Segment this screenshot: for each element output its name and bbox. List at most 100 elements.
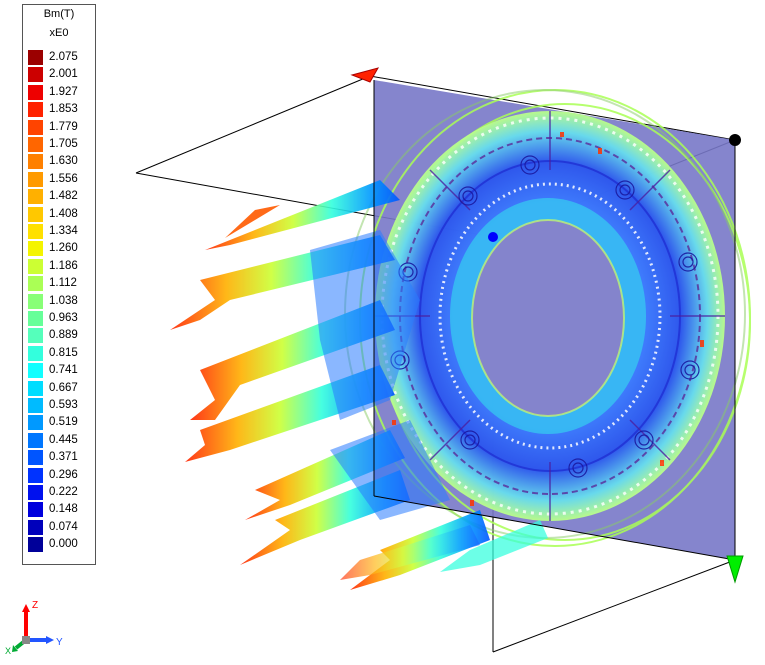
legend-value: 0.371 (49, 451, 78, 464)
legend-swatch (28, 345, 43, 361)
legend-entry: 0.741 (23, 362, 95, 379)
legend-swatch (28, 537, 43, 553)
legend-entry: 1.779 (23, 119, 95, 136)
legend-value: 0.148 (49, 503, 78, 516)
legend-swatch (28, 398, 43, 413)
legend-swatch (28, 84, 43, 100)
legend-entry: 0.445 (23, 432, 95, 449)
legend-value: 1.556 (49, 172, 78, 185)
legend-entry: 0.074 (23, 519, 95, 536)
legend-swatch (28, 258, 43, 274)
legend-value: 1.334 (49, 225, 78, 237)
legend-swatch (28, 432, 43, 448)
legend-entry: 1.186 (23, 258, 95, 275)
legend-value: 0.815 (49, 346, 78, 359)
legend-swatch (28, 450, 43, 466)
legend-value: 1.112 (49, 277, 77, 290)
green-plane-marker-icon[interactable] (726, 555, 744, 584)
legend-entry: 1.853 (23, 101, 95, 118)
color-legend: Bm(T) xE0 2.075 2.001 1.927 1.853 1.779 1.705… (22, 4, 96, 565)
legend-swatch (28, 519, 43, 535)
legend-swatch (28, 485, 43, 500)
axis-x-label: X (5, 646, 11, 656)
legend-entry: 0.963 (23, 310, 95, 327)
legend-entry: 0.222 (23, 484, 95, 501)
legend-entry: 0.519 (23, 414, 95, 431)
legend-value: 0.222 (49, 486, 78, 498)
legend-entry: 1.334 (23, 223, 95, 240)
bounding-wireframe-front (373, 80, 736, 653)
black-corner-marker-icon[interactable] (729, 134, 741, 146)
legend-value: 1.705 (49, 138, 78, 150)
legend-entry: 2.001 (23, 66, 95, 83)
legend-entry: 0.296 (23, 467, 95, 484)
legend-value: 1.927 (49, 85, 78, 98)
legend-entry: 0.593 (23, 397, 95, 414)
legend-entry: 0.000 (23, 536, 95, 553)
legend-swatch (28, 276, 43, 292)
legend-value: 0.667 (49, 381, 78, 394)
legend-value: 0.074 (49, 520, 78, 533)
legend-value: 1.779 (49, 120, 78, 133)
legend-value: 0.296 (49, 468, 78, 481)
legend-entry: 1.112 (23, 275, 95, 292)
legend-swatch (28, 189, 43, 205)
legend-entry: 0.667 (23, 380, 95, 397)
legend-swatch (28, 67, 43, 83)
legend-entry: 0.815 (23, 345, 95, 362)
stator-ring (375, 111, 725, 521)
legend-swatch (28, 241, 43, 257)
legend-value: 0.000 (49, 538, 78, 551)
legend-entry: 1.630 (23, 153, 95, 170)
legend-entry: 0.889 (23, 327, 95, 344)
legend-swatch (28, 380, 43, 396)
legend-entry: 1.705 (23, 136, 95, 153)
blue-origin-marker-icon[interactable] (488, 232, 498, 242)
legend-value: 0.593 (49, 399, 78, 411)
legend-entry: 0.371 (23, 449, 95, 466)
axis-z-label: Z (32, 600, 38, 611)
legend-entry: 2.075 (23, 49, 95, 66)
legend-value: 0.741 (49, 364, 78, 377)
legend-value: 1.630 (49, 155, 78, 168)
legend-entry: 1.482 (23, 188, 95, 205)
legend-entry: 1.408 (23, 206, 95, 223)
legend-value: 0.889 (49, 329, 78, 342)
legend-swatch (28, 171, 43, 187)
red-plane-marker-icon[interactable] (350, 67, 380, 83)
legend-swatch (28, 102, 43, 118)
legend-value: 1.408 (49, 207, 78, 220)
axis-y-label: Y (56, 637, 63, 648)
legend-value: 1.186 (49, 259, 78, 272)
legend-swatch (28, 328, 43, 344)
legend-value: 2.075 (49, 51, 78, 63)
legend-entry: 1.556 (23, 171, 95, 188)
legend-value: 1.482 (49, 190, 78, 203)
legend-swatch (28, 206, 43, 222)
legend-swatch (28, 119, 43, 135)
legend-swatch (28, 293, 43, 309)
legend-entry: 1.927 (23, 84, 95, 101)
legend-swatch (28, 415, 43, 431)
axis-triad: Z Y X (5, 600, 63, 656)
legend-swatch (28, 467, 43, 483)
legend-swatch (28, 154, 43, 170)
legend-value: 2.001 (49, 68, 78, 81)
legend-value: 1.853 (49, 103, 78, 116)
legend-entry: 1.038 (23, 293, 95, 310)
legend-swatch (28, 311, 43, 326)
legend-entry: 1.260 (23, 240, 95, 257)
legend-swatch (28, 363, 43, 379)
legend-entry: 0.148 (23, 501, 95, 518)
legend-swatch (28, 224, 43, 239)
legend-swatch (28, 137, 43, 152)
field-sheets (310, 230, 450, 520)
legend-value: 1.038 (49, 294, 78, 307)
legend-multiplier-label: xE0 (49, 27, 69, 39)
legend-quantity-label: Bm(T) (43, 8, 75, 20)
legend-value: 0.519 (49, 416, 78, 429)
legend-value: 0.445 (49, 433, 78, 446)
legend-swatch (28, 502, 43, 518)
legend-value: 0.963 (49, 312, 78, 324)
